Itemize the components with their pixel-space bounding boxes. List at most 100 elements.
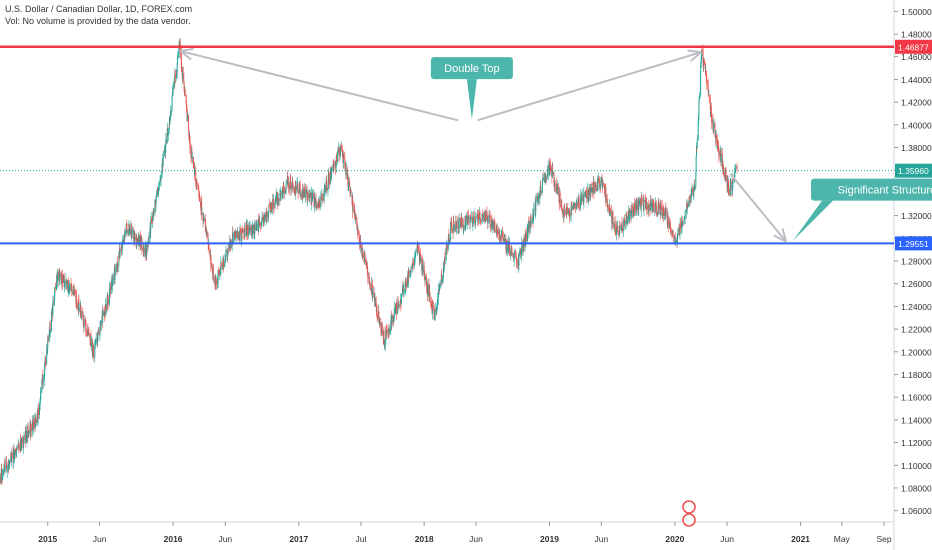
- candle-body: [598, 178, 600, 180]
- candle-body: [292, 185, 294, 189]
- candle-body: [571, 202, 573, 210]
- candle-body: [0, 473, 2, 483]
- candle-body: [150, 222, 152, 232]
- candle-body: [241, 230, 243, 241]
- candle-body: [38, 406, 40, 416]
- candle-body: [270, 211, 272, 214]
- candle-body: [16, 447, 18, 449]
- candle-body: [441, 277, 443, 282]
- candle-body: [362, 253, 364, 255]
- candle-body: [277, 199, 279, 203]
- candle-body: [662, 214, 664, 216]
- candle-body: [57, 271, 59, 278]
- candle-body: [701, 49, 703, 51]
- candle-body: [419, 259, 421, 260]
- candle-body: [416, 246, 418, 252]
- candle-body: [192, 156, 194, 163]
- callout-box: [430, 57, 513, 80]
- candle-body: [165, 139, 167, 146]
- candle-body: [388, 328, 390, 333]
- candle-body: [526, 233, 528, 241]
- candle-body: [259, 220, 261, 224]
- candle-body: [619, 224, 621, 235]
- candle-body: [522, 250, 524, 253]
- candle-body: [607, 208, 609, 211]
- candle-body: [21, 437, 23, 448]
- candle-body: [14, 449, 16, 453]
- candle-body: [494, 230, 496, 233]
- candle-body: [729, 189, 731, 196]
- candle-body: [496, 226, 498, 231]
- candle-body: [153, 211, 155, 214]
- candle-body: [125, 229, 127, 233]
- candle-body: [188, 115, 190, 130]
- candle-body: [393, 317, 395, 321]
- candle-body: [82, 320, 84, 325]
- candle-body: [398, 306, 400, 308]
- candle-body: [69, 286, 71, 292]
- candle-body: [171, 96, 173, 110]
- candle-body: [340, 145, 342, 150]
- candle-body: [589, 187, 591, 196]
- candle-body: [207, 238, 209, 245]
- candle-body: [336, 156, 338, 162]
- candle-body: [108, 299, 110, 304]
- candle-body: [60, 273, 62, 276]
- candle-body: [44, 363, 46, 375]
- candle-body: [640, 199, 642, 206]
- candle-body: [85, 320, 87, 333]
- candle-body: [317, 202, 319, 208]
- candle-body: [187, 115, 189, 122]
- candle-body: [429, 292, 431, 301]
- candle-body: [195, 169, 197, 185]
- candle-body: [358, 233, 360, 243]
- candle-body: [48, 336, 50, 341]
- candle-body: [258, 218, 260, 231]
- candle-body: [549, 164, 551, 171]
- y-tick-label: 1.42000: [901, 98, 932, 108]
- candle-body: [639, 199, 641, 205]
- candle-body: [467, 215, 469, 224]
- candle-body: [48, 327, 50, 337]
- candle-body: [58, 271, 60, 281]
- candle-body: [15, 447, 17, 453]
- candle-body: [244, 225, 246, 236]
- candle-body: [467, 223, 469, 225]
- candle-body: [303, 186, 305, 198]
- candle-body: [431, 305, 433, 310]
- candle-body: [98, 330, 100, 333]
- candle-body: [400, 293, 402, 303]
- candle-body: [548, 164, 550, 171]
- candle-body: [330, 170, 332, 173]
- candle-body: [599, 178, 601, 188]
- candle-body: [35, 418, 37, 421]
- candle-body: [613, 223, 615, 227]
- candle-body: [474, 221, 476, 226]
- candle-body: [202, 218, 204, 222]
- candle-body: [2, 470, 4, 471]
- candle-body: [128, 224, 130, 235]
- candle-body: [39, 398, 41, 405]
- candle-body: [228, 243, 230, 249]
- candle-body: [688, 202, 690, 206]
- candle-body: [437, 298, 439, 305]
- candle-body: [42, 379, 44, 383]
- candle-body: [341, 149, 343, 156]
- candle-body: [92, 350, 94, 355]
- candle-body: [12, 450, 14, 463]
- candle-body: [67, 280, 69, 293]
- candle-body: [138, 235, 140, 246]
- candle-body: [100, 324, 102, 331]
- candle-body: [445, 249, 447, 261]
- candle-body: [577, 202, 579, 204]
- candle-body: [268, 203, 270, 213]
- candle-body: [337, 151, 339, 162]
- candle-body: [287, 182, 289, 188]
- candle-body: [713, 125, 715, 133]
- candle-body: [47, 337, 49, 341]
- candle-body: [251, 224, 253, 235]
- candle-body: [583, 192, 585, 203]
- candle-body: [238, 234, 240, 240]
- candle-body: [611, 216, 613, 224]
